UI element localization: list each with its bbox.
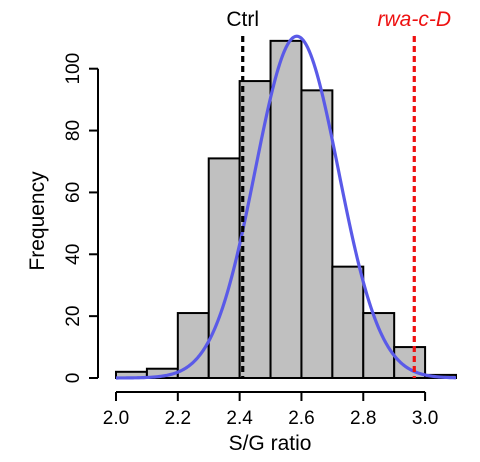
histogram-bar <box>269 39 303 379</box>
histogram-bar <box>176 312 210 379</box>
x-tick-label: 2.4 <box>226 408 253 429</box>
histogram-bar <box>238 80 272 380</box>
y-axis: 0 20 40 60 80 100 <box>63 53 99 384</box>
y-tick-label: 0 <box>63 373 84 384</box>
y-axis-title: Frequency <box>26 171 49 271</box>
y-tick-label: 80 <box>63 120 84 141</box>
x-tick-label: 2.8 <box>350 408 376 429</box>
y-tick-label: 20 <box>63 306 84 327</box>
x-tick-label: 3.0 <box>412 408 438 429</box>
reference-line-label: Ctrl <box>226 8 259 31</box>
x-tick-label: 2.2 <box>165 408 191 429</box>
histogram-bar <box>331 265 365 380</box>
normal-fit-curve <box>115 34 457 380</box>
x-axis-title: S/G ratio <box>229 432 312 455</box>
histogram-bar <box>362 312 396 379</box>
histogram-bars <box>115 39 458 380</box>
reference-line-label: rwa-c-D <box>378 8 452 31</box>
x-axis: 2.0 2.2 2.4 2.6 2.8 3.0 <box>103 391 438 429</box>
y-tick-label: 100 <box>63 53 84 85</box>
y-tick-label: 60 <box>63 182 84 203</box>
reference-lines: Ctrl rwa-c-D <box>226 8 451 378</box>
x-tick-label: 2.6 <box>288 408 314 429</box>
y-tick-label: 40 <box>63 244 84 265</box>
x-tick-label: 2.0 <box>103 408 129 429</box>
histogram-bar <box>300 89 334 379</box>
